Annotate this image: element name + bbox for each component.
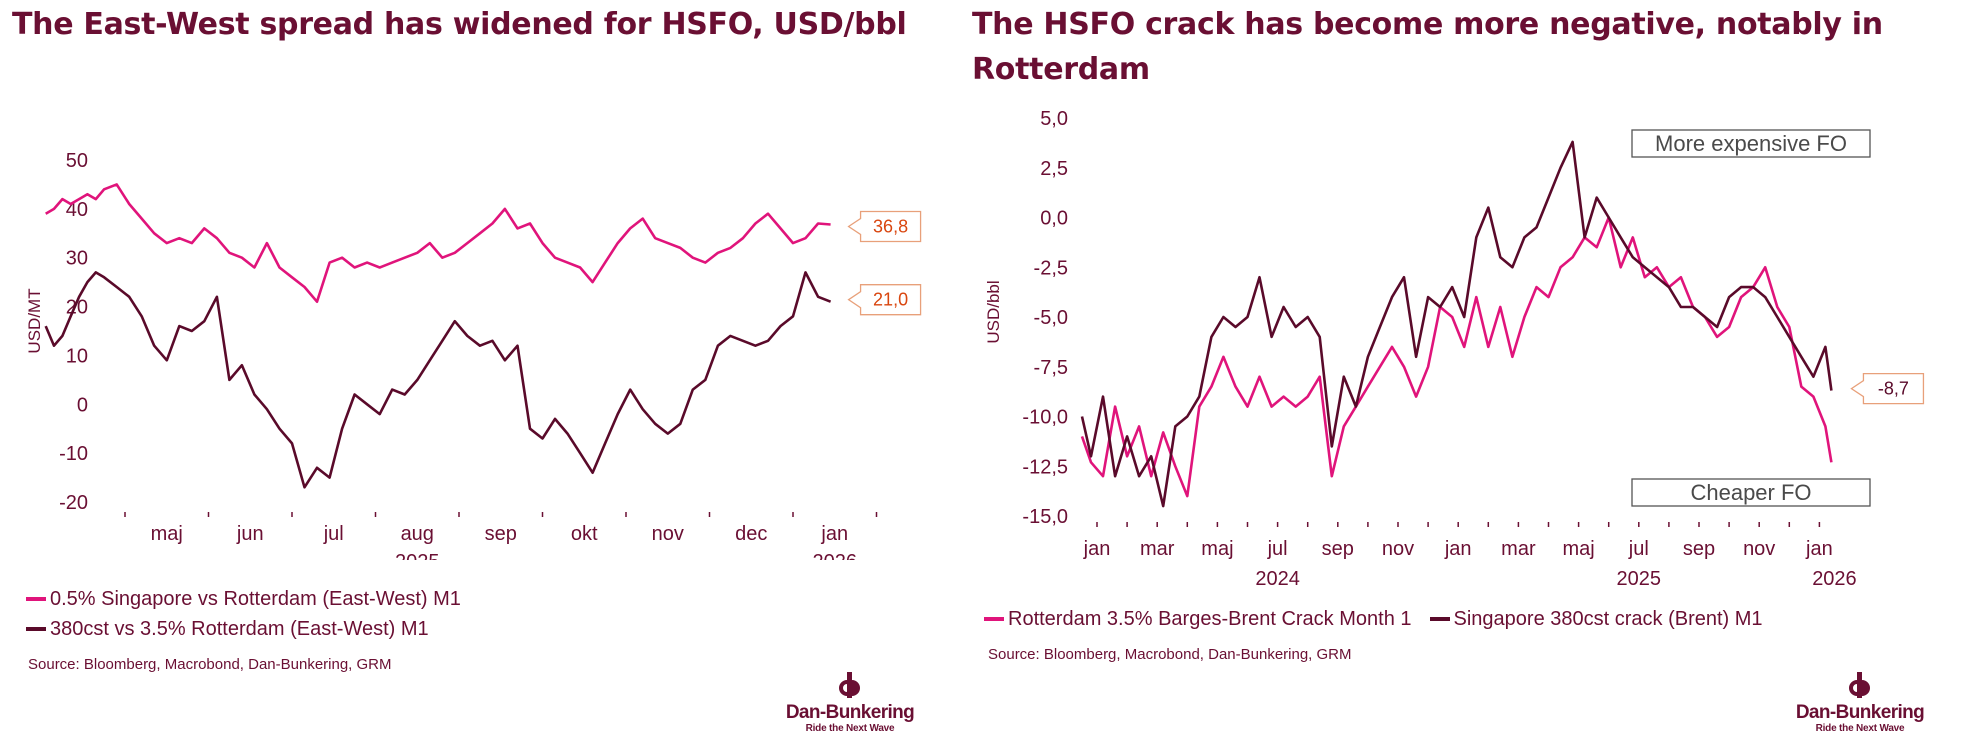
left-x-year-label: 2025 [395, 551, 440, 560]
right-y-tick-label: 2,5 [1040, 158, 1068, 180]
left-x-month-label: sep [485, 523, 517, 545]
right-x-month-label: sep [1683, 538, 1715, 560]
left-last-value-callout-2: 21,0 [873, 290, 908, 310]
right-x-month-label: maj [1201, 538, 1233, 560]
right-legend: Rotterdam 3.5% Barges-Brent Crack Month … [984, 604, 1763, 634]
left-x-month-label: okt [571, 523, 598, 545]
right-source: Source: Bloomberg, Macrobond, Dan-Bunker… [988, 646, 1352, 663]
right-legend-row: Rotterdam 3.5% Barges-Brent Crack Month … [984, 604, 1763, 634]
left-legend-label-2: 380cst vs 3.5% Rotterdam (East-West) M1 [50, 617, 429, 640]
right-y-tick-label: -2,5 [1034, 257, 1068, 279]
annotation-more-expensive-fo: More expensive FO [1655, 131, 1847, 156]
left-x-month-label: jan [820, 523, 848, 545]
right-last-value-callout: -8,7 [1878, 379, 1909, 399]
right-y-tick-label: -7,5 [1034, 357, 1068, 379]
right-series-line-2 [1080, 140, 1833, 508]
right-chart-panel: The HSFO crack has become more negative,… [960, 0, 1971, 740]
right-x-year-label: 2024 [1255, 568, 1300, 590]
left-x-month-label: nov [652, 523, 684, 545]
dan-bunkering-logo-icon [839, 672, 860, 698]
left-logo-tagline: Ride the Next Wave [805, 723, 895, 734]
annotation-box-cheaper [1631, 478, 1871, 507]
left-y-tick-label: 10 [66, 345, 88, 367]
legend-swatch [26, 627, 46, 631]
dan-bunkering-logo-icon [1849, 672, 1870, 698]
left-legend-item-2: 380cst vs 3.5% Rotterdam (East-West) M1 [26, 614, 461, 644]
left-x-month-label: aug [401, 523, 434, 545]
right-x-year-label: 2026 [1812, 568, 1857, 590]
left-x-year-label: 2026 [813, 551, 858, 560]
left-logo-name: Dan-Bunkering [785, 702, 915, 723]
right-y-tick-label: 5,0 [1040, 108, 1068, 130]
right-x-month-label: maj [1562, 538, 1594, 560]
right-x-month-label: jul [1267, 538, 1288, 560]
left-source: Source: Bloomberg, Macrobond, Dan-Bunker… [28, 656, 392, 673]
right-x-month-label: jan [1444, 538, 1472, 560]
right-y-tick-label: -10,0 [1022, 407, 1068, 429]
left-last-value-callout-1-box [847, 210, 922, 243]
right-logo-name: Dan-Bunkering [1795, 702, 1925, 723]
left-last-value-callout-2-box [847, 284, 922, 316]
legend-swatch [1429, 617, 1450, 621]
right-x-month-label: mar [1140, 538, 1175, 560]
right-x-month-label: mar [1501, 538, 1536, 560]
right-logo-tagline: Ride the Next Wave [1815, 723, 1905, 734]
right-x-month-label: jan [1805, 538, 1833, 560]
left-y-tick-label: 0 [77, 394, 88, 416]
right-x-month-label: nov [1382, 538, 1414, 560]
right-y-axis-label: USD/bbl [984, 280, 1003, 343]
left-series-line-2 [44, 271, 832, 489]
right-y-tick-label: -15,0 [1022, 506, 1068, 528]
right-chart-title: The HSFO crack has become more negative,… [972, 7, 1883, 87]
left-y-axis-label: USD/MT [25, 288, 44, 353]
right-legend-label-2: Singapore 380cst crack (Brent) M1 [1453, 607, 1763, 630]
left-x-month-label: maj [151, 523, 183, 545]
legend-swatch [26, 597, 46, 601]
legend-swatch [984, 617, 1004, 621]
right-legend-label-1: Rotterdam 3.5% Barges-Brent Crack Month … [1008, 607, 1412, 630]
left-chart-panel: The East-West spread has widened for HSF… [0, 0, 960, 740]
left-x-month-label: dec [735, 523, 767, 545]
right-logo: Dan-Bunkering Ride the Next Wave [1790, 672, 1930, 742]
left-y-tick-label: -20 [59, 492, 88, 514]
right-x-month-label: jul [1628, 538, 1649, 560]
right-y-tick-label: 0,0 [1040, 208, 1068, 230]
annotation-cheaper-fo: Cheaper FO [1690, 480, 1811, 505]
left-legend: 0.5% Singapore vs Rotterdam (East-West) … [26, 584, 461, 644]
left-y-tick-label: -10 [59, 443, 88, 465]
right-x-month-label: sep [1322, 538, 1354, 560]
annotation-box-expensive [1631, 129, 1871, 158]
right-x-month-label: jan [1083, 538, 1111, 560]
left-last-value-callout-1: 36,8 [873, 216, 908, 236]
left-logo: Dan-Bunkering Ride the Next Wave [780, 672, 920, 742]
right-y-tick-label: -12,5 [1022, 456, 1068, 478]
left-x-month-label: jun [236, 523, 264, 545]
right-y-tick-label: -5,0 [1034, 307, 1068, 329]
right-x-year-label: 2025 [1617, 568, 1662, 590]
left-y-tick-label: 50 [66, 150, 88, 172]
left-series-line-1 [45, 183, 831, 304]
right-last-value-callout-box [1850, 372, 1925, 405]
right-series-line-1 [1080, 216, 1833, 498]
left-x-month-label: jul [323, 523, 344, 545]
left-chart-title: The East-West spread has widened for HSF… [12, 7, 907, 42]
left-legend-item-1: 0.5% Singapore vs Rotterdam (East-West) … [26, 584, 461, 614]
right-x-month-label: nov [1743, 538, 1775, 560]
left-y-tick-label: 30 [66, 248, 88, 270]
right-chart-plot: 5,0 2,5 0,0 -2,5 -5,0 -7,5 -10,0 -12,5 -15,0 USD/… [984, 108, 1925, 590]
left-legend-label-1: 0.5% Singapore vs Rotterdam (East-West) … [50, 587, 461, 610]
